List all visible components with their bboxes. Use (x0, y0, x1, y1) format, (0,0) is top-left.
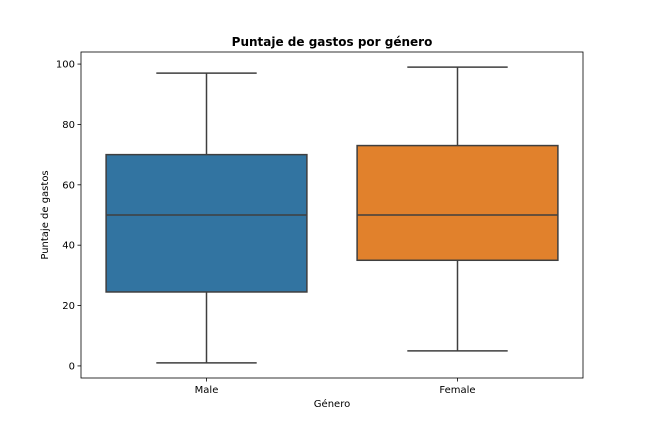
chart-title: Puntaje de gastos por género (232, 35, 433, 49)
box-male (105, 72, 308, 364)
iqr-box (356, 144, 559, 262)
y-axis-label: Puntaje de gastos (40, 170, 51, 259)
y-tick-label: 0 (69, 361, 75, 372)
x-axis-label: Género (314, 398, 350, 410)
y-axis-ticks: 0 20 40 60 80 100 (56, 60, 81, 372)
x-tick-label: Male (195, 385, 219, 396)
y-tick-label: 100 (56, 60, 75, 71)
y-tick-label: 60 (62, 180, 75, 191)
plot-area-frame (80, 51, 584, 379)
y-tick-label: 80 (62, 120, 75, 131)
y-tick-label: 40 (62, 241, 75, 252)
x-axis-ticks: Male Female (195, 378, 476, 396)
y-tick-label: 20 (62, 301, 75, 312)
box-female (356, 66, 559, 352)
box-series (105, 66, 559, 364)
iqr-box (105, 153, 308, 293)
x-tick-label: Female (439, 385, 475, 396)
